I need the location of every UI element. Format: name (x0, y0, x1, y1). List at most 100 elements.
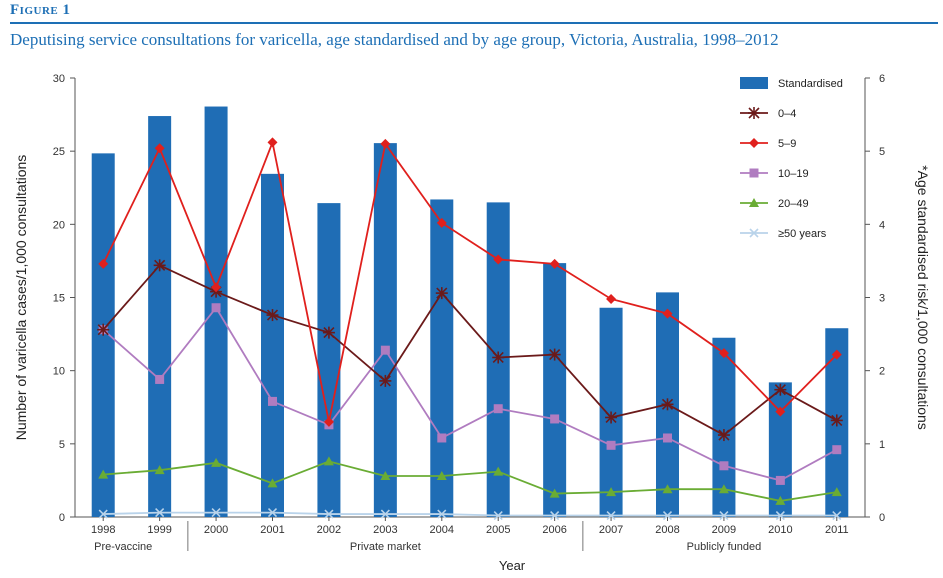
x-tick-label: 1999 (147, 524, 171, 536)
series-point (380, 509, 390, 519)
series-point (775, 495, 786, 505)
x-tick-label: 2000 (204, 524, 228, 536)
bar-standardised (261, 173, 284, 517)
series-line-2 (102, 306, 838, 482)
series-point (832, 510, 842, 521)
series-point (267, 508, 278, 518)
legend-label: ≥50 years (778, 228, 827, 240)
right-axis-title: *Age standardised risk/1,000 consultatio… (915, 165, 931, 430)
series-point (775, 475, 785, 485)
series-point (436, 471, 447, 481)
x-tick-label: 2005 (486, 524, 510, 536)
legend-marker (749, 198, 759, 207)
series-point (322, 326, 335, 339)
x-tick-label: 2003 (373, 524, 397, 536)
series-line-4 (103, 511, 837, 517)
series-point (435, 287, 448, 300)
legend-label: 5–9 (778, 138, 796, 150)
right-tick-label: 3 (879, 293, 885, 305)
series-point (268, 396, 277, 406)
series-point (98, 469, 109, 479)
series-point (153, 259, 166, 272)
x-tick-label: 2004 (430, 524, 454, 536)
series-point (606, 487, 617, 497)
series-point (662, 484, 673, 494)
series-point (154, 465, 165, 475)
x-tick-label: 2006 (542, 524, 566, 536)
series-point (718, 484, 729, 494)
legend-swatch (740, 77, 768, 89)
series-point (493, 404, 503, 414)
series-point (98, 509, 108, 519)
bar-standardised (430, 199, 454, 517)
bar-standardised (317, 203, 341, 518)
series-point (775, 510, 785, 521)
bar-standardised (373, 143, 397, 517)
series-point (832, 445, 842, 455)
series-point (493, 510, 503, 521)
x-tick-label: 2009 (712, 524, 736, 536)
legend-marker (749, 138, 759, 148)
series-point (719, 510, 729, 521)
right-tick-label: 4 (879, 219, 885, 231)
series-point (379, 374, 392, 387)
series-point (324, 509, 334, 519)
series-point (323, 416, 334, 427)
left-tick-label: 25 (53, 146, 65, 158)
x-tick-label: 2011 (825, 524, 849, 536)
figure-rule (10, 22, 938, 24)
series-point (380, 471, 391, 481)
series-point (380, 345, 390, 355)
legend-label: Standardised (778, 78, 843, 90)
series-point (437, 509, 447, 519)
series-point (154, 143, 165, 154)
series-point (605, 411, 618, 424)
period-label: Pre-vaccine (94, 541, 152, 553)
left-tick-label: 0 (59, 512, 65, 524)
x-tick-label: 2001 (260, 524, 284, 536)
series-point (774, 383, 787, 396)
series-point (493, 466, 504, 476)
series-point (661, 398, 674, 411)
series-point (436, 217, 447, 228)
x-axis-title: Year (499, 558, 526, 573)
x-tick-label: 1998 (91, 524, 115, 536)
series-point (663, 433, 672, 443)
series-point (606, 440, 616, 450)
period-label: Publicly funded (687, 541, 762, 553)
right-tick-label: 0 (879, 512, 885, 524)
left-tick-label: 10 (53, 366, 65, 378)
series-point (266, 309, 279, 322)
series-point (831, 349, 842, 360)
series-point (550, 510, 560, 521)
left-tick-label: 15 (53, 293, 65, 305)
series-point (493, 254, 504, 265)
series-point (437, 433, 447, 443)
right-tick-label: 2 (879, 366, 885, 378)
x-tick-label: 2007 (599, 524, 623, 536)
series-point (211, 508, 221, 518)
legend-label: 20–49 (778, 198, 809, 210)
x-tick-label: 2008 (655, 524, 679, 536)
series-line-3 (103, 460, 837, 502)
bar-standardised (148, 116, 172, 518)
legend-marker (748, 107, 760, 119)
x-tick-label: 2010 (768, 524, 792, 536)
right-tick-label: 6 (879, 73, 885, 85)
legend-marker (749, 228, 759, 238)
legend-label: 10–19 (778, 168, 809, 180)
right-tick-label: 5 (879, 146, 885, 158)
series-line-1 (102, 139, 838, 423)
series-point (380, 138, 391, 149)
legend-marker (749, 168, 759, 178)
series-point (492, 351, 505, 364)
period-label: Private market (350, 541, 421, 553)
series-point (97, 323, 110, 336)
series-point (211, 457, 222, 467)
series-point (549, 488, 560, 498)
series-point (606, 293, 617, 304)
series-line-0 (102, 264, 838, 437)
series-point (719, 461, 729, 471)
series-point (323, 456, 334, 466)
